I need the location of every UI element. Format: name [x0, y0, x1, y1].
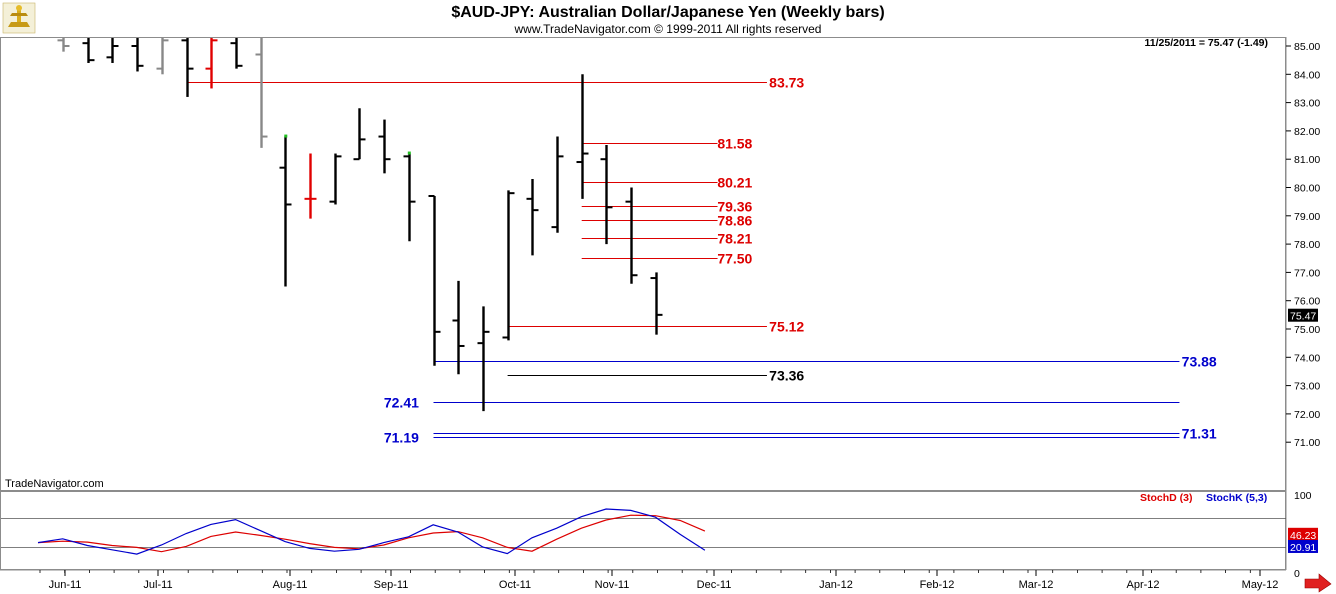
price-panel	[0, 37, 1286, 491]
chart-title: $AUD-JPY: Australian Dollar/Japanese Yen…	[451, 4, 884, 21]
ohlc-bar	[156, 38, 169, 75]
copyright-text: www.TradeNavigator.com © 1999-2011 All r…	[514, 22, 822, 36]
level-label: 83.73	[769, 75, 804, 91]
ohlc-bar	[551, 136, 564, 233]
signal-marker	[284, 134, 288, 138]
trade-navigator-logo-icon	[2, 2, 36, 34]
ohlc-bar	[650, 272, 663, 335]
stoch-last-label: 46.23	[1290, 530, 1316, 542]
ohlc-bar	[600, 145, 613, 245]
y-tick-label: 84.00	[1294, 69, 1320, 81]
ohlc-bar	[255, 38, 268, 148]
y-tick-label: 83.00	[1294, 98, 1320, 110]
x-tick-label: Feb-12	[920, 579, 955, 591]
level-label: 72.41	[384, 395, 419, 411]
x-tick-label: Mar-12	[1019, 579, 1054, 591]
ohlc-bar	[378, 119, 391, 174]
price-y-axis: 85.00 84.00 83.00 82.00 81.00 80.00 79.00 78.00…	[1, 41, 1320, 580]
y-tick-label: 76.00	[1294, 296, 1320, 308]
stoch-series-line	[37, 508, 706, 555]
ohlc-bar	[181, 38, 194, 97]
level-label: 75.12	[769, 319, 804, 335]
ohlc-bar	[57, 38, 70, 52]
level-label: 78.86	[717, 213, 752, 229]
ohlc-bar	[329, 153, 342, 205]
ohlc-bar	[279, 136, 292, 287]
level-label: 77.50	[717, 251, 752, 267]
x-tick-label: Aug-11	[273, 579, 308, 591]
y-tick-label: 85.00	[1294, 41, 1320, 53]
ohlc-bar	[353, 108, 366, 161]
y-tick-label: 71.00	[1294, 437, 1320, 449]
last-quote-text: 11/25/2011 = 75.47 (-1.49)	[1145, 37, 1268, 49]
stoch-last-label: 20.91	[1290, 542, 1316, 554]
ohlc-bar	[230, 38, 243, 69]
watermark-text: TradeNavigator.com	[5, 478, 104, 490]
ohlc-bar	[304, 153, 317, 219]
x-tick-label: Apr-12	[1126, 579, 1159, 591]
x-tick-label: May-12	[1242, 579, 1279, 591]
x-tick-label: Jan-12	[819, 579, 853, 591]
y-tick-label: 75.00	[1294, 324, 1320, 336]
x-tick-label: Oct-11	[499, 579, 531, 591]
stoch-tick-label: 0	[1294, 568, 1300, 580]
x-tick-label: Jul-11	[143, 579, 172, 591]
ohlc-bar	[625, 187, 638, 284]
x-tick-label: Nov-11	[595, 579, 630, 591]
level-label: 71.19	[384, 430, 419, 446]
time-x-axis: Jun-11 Jul-11 Aug-11 Sep-11 Oct-11 Nov-11 Dec-…	[39, 570, 1279, 591]
ohlc-bar	[428, 194, 441, 366]
level-label: 81.58	[717, 136, 752, 152]
y-tick-label: 80.00	[1294, 183, 1320, 195]
x-tick-label: Sep-11	[374, 579, 409, 591]
ohlc-bar	[82, 38, 95, 63]
signal-marker	[407, 151, 411, 155]
level-label: 79.36	[717, 199, 752, 215]
y-tick-label: 73.00	[1294, 381, 1320, 393]
y-tick-label: 78.00	[1294, 239, 1320, 251]
level-label: 73.88	[1182, 354, 1217, 370]
x-tick-label: Jun-11	[49, 579, 82, 591]
y-tick-label: 82.00	[1294, 126, 1320, 138]
stoch-tick-label: 100	[1294, 490, 1312, 502]
y-tick-label: 79.00	[1294, 211, 1320, 223]
last-price-badge	[1288, 308, 1318, 322]
last-price-label: 75.47	[1290, 311, 1316, 323]
y-tick-label: 74.00	[1294, 352, 1320, 364]
ohlc-bar	[576, 74, 589, 199]
x-tick-label: Dec-11	[697, 579, 732, 591]
level-label: 78.21	[717, 231, 752, 247]
y-tick-label: 77.00	[1294, 267, 1320, 279]
ohlc-bar	[205, 38, 218, 89]
level-label: 71.31	[1182, 426, 1217, 442]
level-label: 80.21	[717, 175, 752, 191]
ohlc-bar	[477, 306, 490, 412]
price-bars	[57, 38, 663, 412]
stochk-legend: StochK (5,3)	[1206, 492, 1267, 504]
ohlc-bar	[502, 190, 515, 341]
ohlc-bar	[403, 153, 416, 242]
stoch-last-badge	[1288, 527, 1318, 541]
ohlc-bar	[526, 179, 539, 256]
stoch-last-badge	[1288, 539, 1318, 553]
red-arrow-right-icon[interactable]	[1304, 573, 1332, 593]
ohlc-bar	[452, 280, 465, 375]
ohlc-bar	[106, 38, 119, 63]
y-tick-label: 72.00	[1294, 409, 1320, 421]
stochd-legend: StochD (3)	[1140, 492, 1193, 504]
ohlc-bar	[131, 38, 144, 72]
y-tick-label: 81.00	[1294, 154, 1320, 166]
level-label: 73.36	[769, 368, 804, 384]
